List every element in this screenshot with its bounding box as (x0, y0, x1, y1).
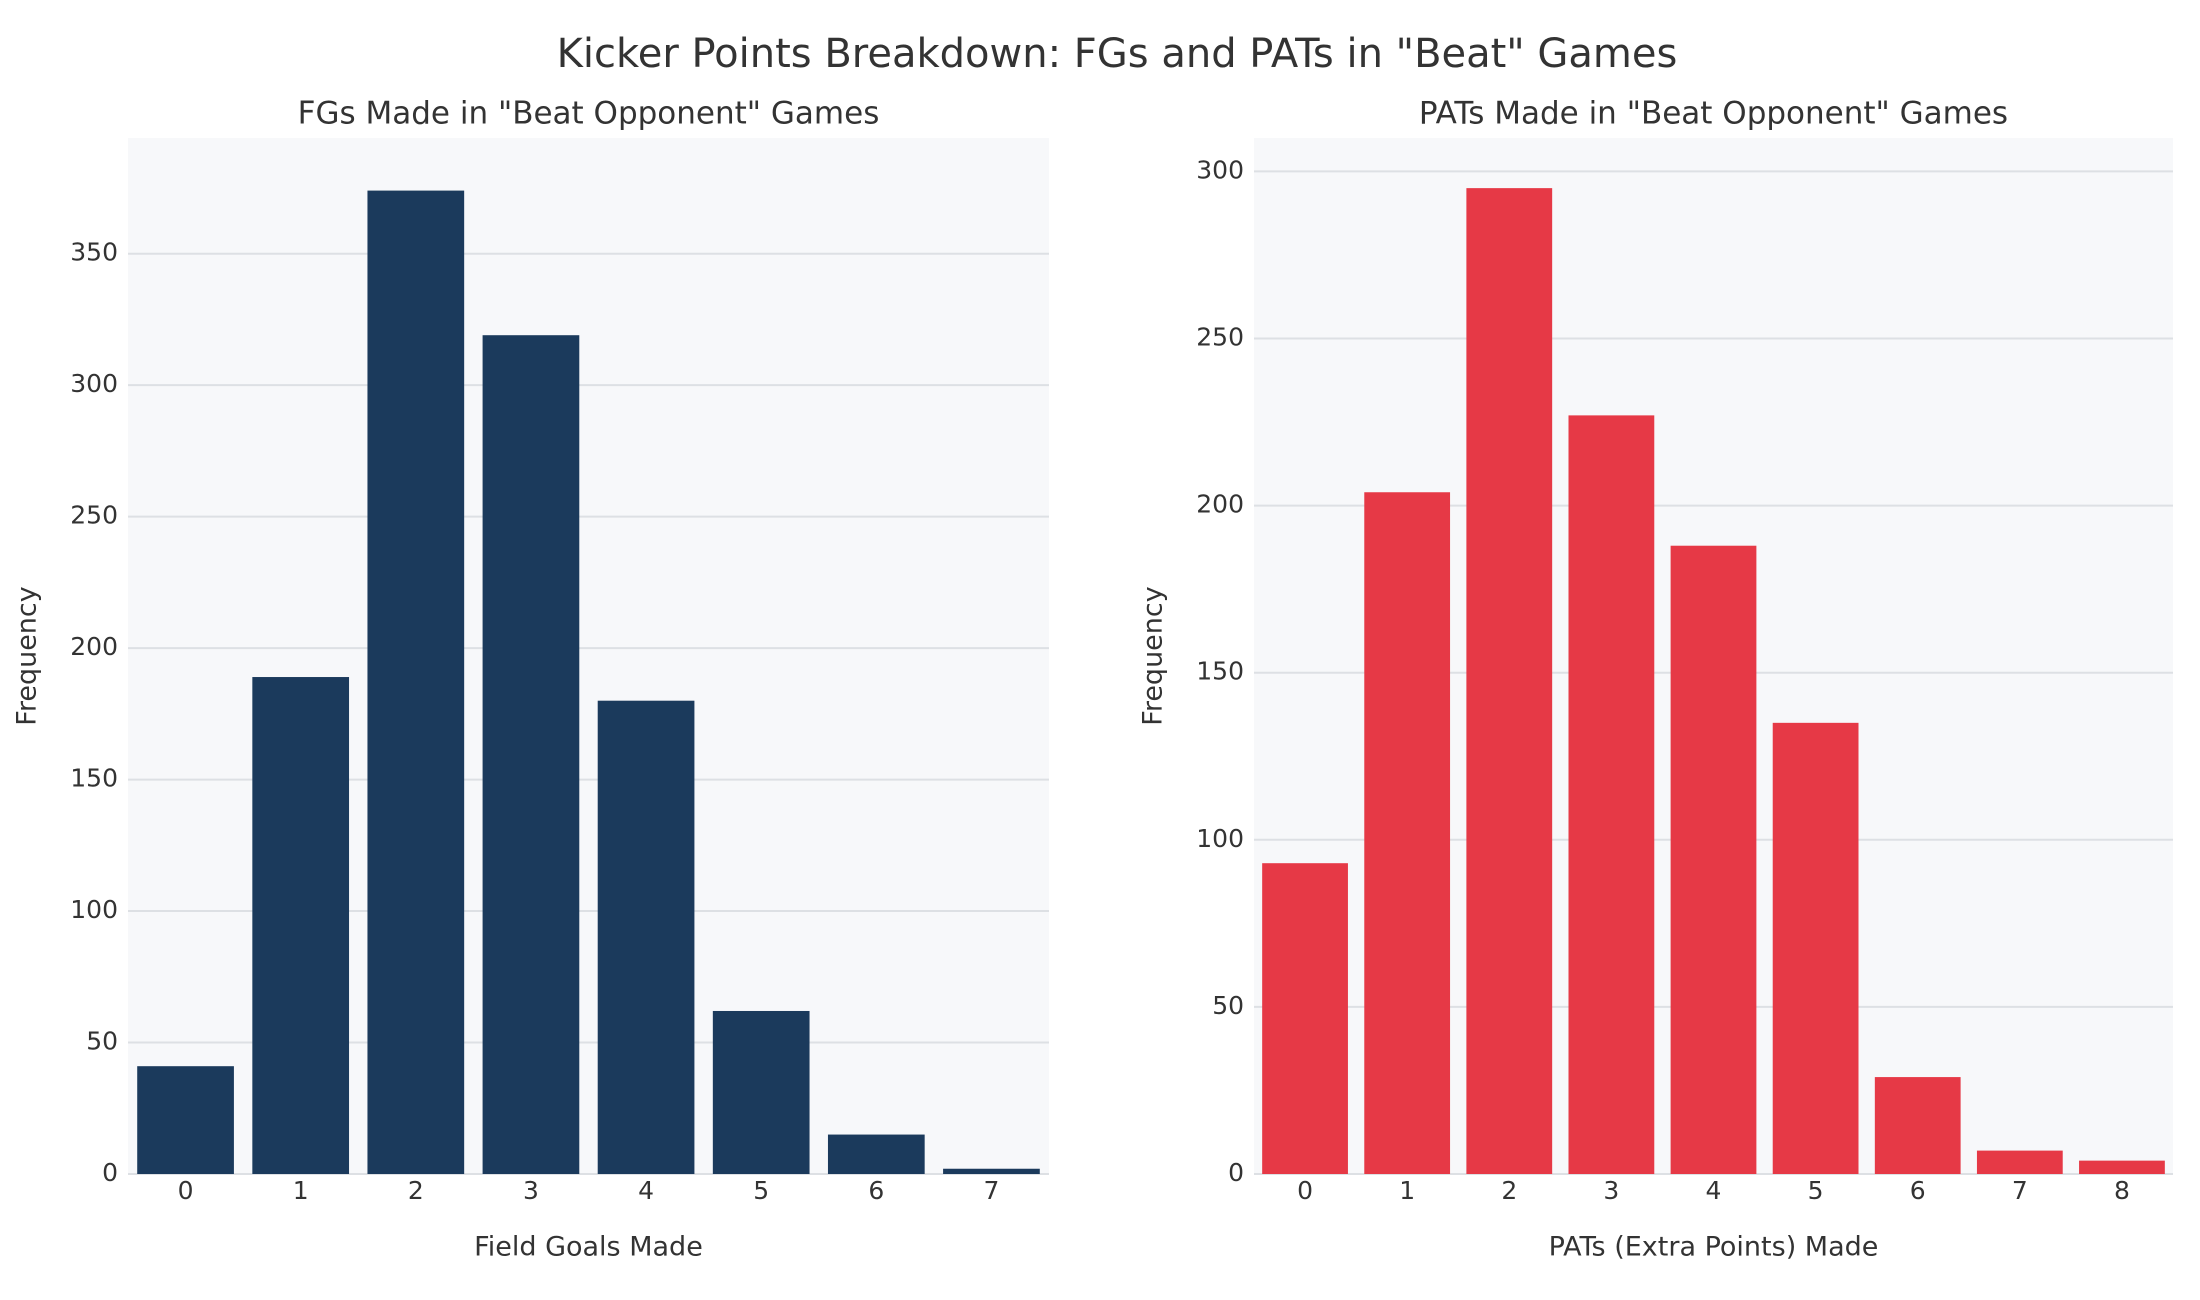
bar (1568, 415, 1655, 1175)
x-tick-label: 2 (1501, 1176, 1517, 1205)
bar (252, 677, 350, 1174)
x-axis-label: PATs (Extra Points) Made (1549, 1232, 1879, 1263)
x-tick-label: 0 (178, 1176, 194, 1205)
x-tick-label: 2 (408, 1176, 424, 1205)
x-tick-label: 1 (1399, 1176, 1415, 1205)
bar (1364, 492, 1451, 1175)
y-tick-label: 300 (70, 369, 118, 398)
bar (1670, 545, 1757, 1174)
y-axis-label: Frequency (12, 586, 43, 726)
y-tick-label: 0 (102, 1158, 118, 1187)
bar (1976, 1150, 2063, 1174)
y-tick-label: 300 (1196, 155, 1244, 184)
y-axis-label: Frequency (1138, 586, 1169, 726)
y-tick-label: 0 (1228, 1158, 1244, 1187)
subplot-title: FGs Made in "Beat Opponent" Games (298, 96, 880, 132)
y-tick-label: 350 (70, 238, 118, 267)
bar (827, 1134, 925, 1174)
subplot-title: PATs Made in "Beat Opponent" Games (1419, 96, 2008, 132)
bar (597, 700, 695, 1174)
y-tick-label: 50 (86, 1027, 118, 1056)
x-tick-label: 4 (638, 1176, 654, 1205)
x-axis-label: Field Goals Made (474, 1232, 703, 1263)
x-tick-label: 6 (1910, 1176, 1926, 1205)
bar (1772, 722, 1859, 1174)
bar (943, 1168, 1040, 1174)
bar (137, 1066, 234, 1174)
y-tick-label: 150 (70, 764, 118, 793)
bar (712, 1010, 810, 1174)
bar (2079, 1160, 2165, 1174)
y-tick-label: 150 (1196, 657, 1244, 686)
y-tick-label: 250 (70, 501, 118, 530)
bar (1874, 1077, 1961, 1174)
y-tick-label: 200 (1196, 490, 1244, 519)
bar (367, 190, 465, 1174)
y-tick-label: 200 (70, 632, 118, 661)
x-tick-label: 1 (293, 1176, 309, 1205)
y-tick-label: 100 (70, 895, 118, 924)
x-tick-label: 5 (1808, 1176, 1824, 1205)
x-tick-label: 4 (1706, 1176, 1722, 1205)
bar (482, 335, 580, 1174)
bar (1466, 188, 1553, 1174)
x-tick-label: 6 (868, 1176, 884, 1205)
y-tick-label: 250 (1196, 323, 1244, 352)
x-tick-label: 7 (2012, 1176, 2028, 1205)
bar (1262, 863, 1348, 1174)
figure-title: Kicker Points Breakdown: FGs and PATs in… (557, 31, 1678, 77)
x-tick-label: 0 (1297, 1176, 1313, 1205)
x-tick-label: 3 (1603, 1176, 1619, 1205)
x-tick-label: 7 (983, 1176, 999, 1205)
x-tick-label: 3 (523, 1176, 539, 1205)
x-tick-label: 8 (2114, 1176, 2130, 1205)
x-tick-label: 5 (753, 1176, 769, 1205)
y-tick-label: 50 (1212, 991, 1244, 1020)
y-tick-label: 100 (1196, 824, 1244, 853)
